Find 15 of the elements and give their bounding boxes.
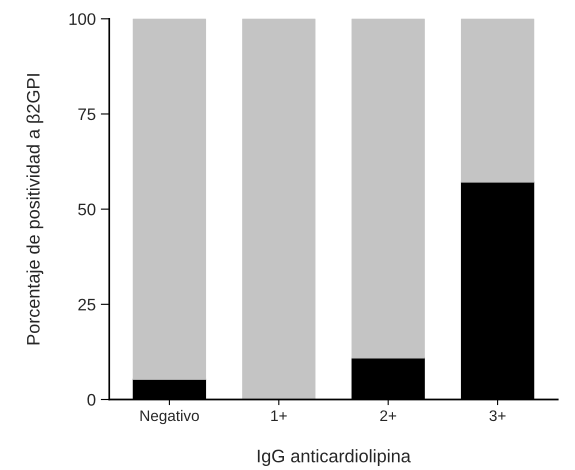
y-tick-label: 25: [78, 298, 96, 311]
x-tick-label: 2+: [380, 410, 396, 421]
bar: [460, 18, 534, 183]
x-tick-label: 1+: [271, 410, 287, 421]
bar: [132, 18, 206, 380]
y-tick-label: 100: [70, 13, 96, 26]
x-tick-label: Negativo: [140, 410, 199, 424]
y-tick-label: 75: [78, 108, 96, 120]
y-axis-title: Porcentaje de positividad a β2GPI: [26, 74, 44, 344]
bar: [352, 18, 425, 359]
y-tick-label: 0: [87, 394, 96, 406]
x-tick-label: 3+: [489, 410, 506, 422]
x-axis-title: IgG anticardiolipina: [258, 449, 411, 466]
y-tick-label: 50: [78, 204, 96, 216]
bar: [242, 18, 316, 400]
